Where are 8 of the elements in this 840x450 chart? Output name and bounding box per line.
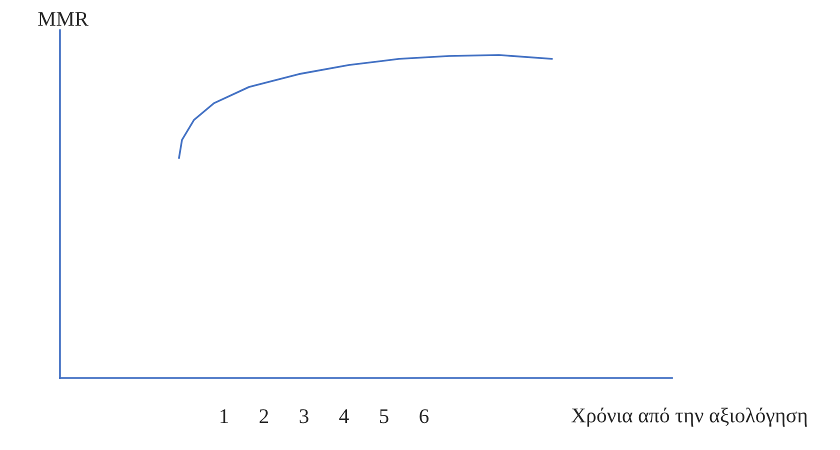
x-tick-label: 6 [420, 409, 429, 424]
x-tick-label: 3 [300, 409, 308, 424]
x-tick-label: 5 [380, 409, 388, 424]
x-tick-label: 2 [260, 409, 268, 424]
x-axis-title: Χρόνια από την αξιολόγηση [571, 408, 807, 427]
y-axis-title: MMR [38, 12, 88, 26]
x-tick-label: 4 [339, 409, 349, 424]
x-tick-label: 1 [220, 409, 228, 424]
